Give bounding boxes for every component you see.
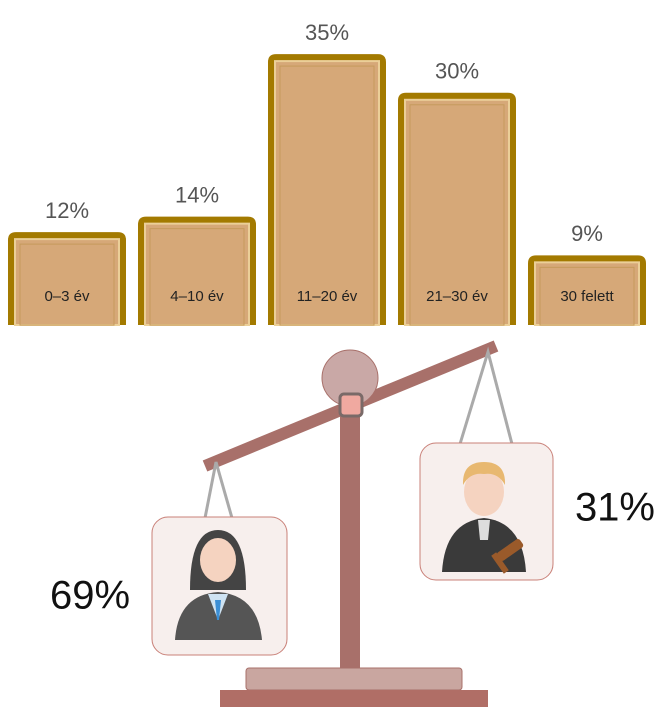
- bar-inner: [404, 98, 510, 326]
- bar-inner-line: [539, 266, 635, 326]
- category-label: 4–10 év: [170, 288, 224, 305]
- scale-base: [245, 667, 463, 691]
- bar-inner-line: [409, 104, 505, 326]
- bar-inner-line: [149, 228, 245, 326]
- category-label: 0–3 év: [44, 288, 90, 305]
- share-label: 31%: [575, 486, 655, 530]
- bar-chart: 12% 0–3 év 14% 4–10 év 35% 11–20 év 30% 21–30 é…: [8, 20, 646, 326]
- bar-inner-line: [19, 243, 115, 326]
- value-label: 14%: [175, 182, 219, 207]
- category-label: 30 felett: [560, 288, 614, 305]
- category-label: 11–20 év: [297, 288, 358, 305]
- scale-illustration: [151, 340, 554, 707]
- bar-inner: [274, 60, 380, 326]
- share-label: 69%: [50, 574, 130, 618]
- value-label: 9%: [571, 221, 603, 246]
- bar-inner-line: [279, 65, 375, 326]
- male-icon: [442, 462, 526, 574]
- scale-pole: [340, 400, 360, 670]
- value-label: 30%: [435, 59, 479, 84]
- scale-pivot: [338, 392, 364, 418]
- bar-inner: [534, 261, 640, 326]
- value-label: 35%: [305, 20, 349, 45]
- string-left: [203, 461, 234, 519]
- value-label: 12%: [45, 198, 89, 223]
- bar-inner: [144, 222, 250, 326]
- bar-inner: [14, 238, 120, 326]
- female-icon: [175, 530, 262, 640]
- category-label: 21–30 év: [426, 288, 488, 305]
- scale-foot: [220, 690, 488, 707]
- string-right: [458, 346, 514, 445]
